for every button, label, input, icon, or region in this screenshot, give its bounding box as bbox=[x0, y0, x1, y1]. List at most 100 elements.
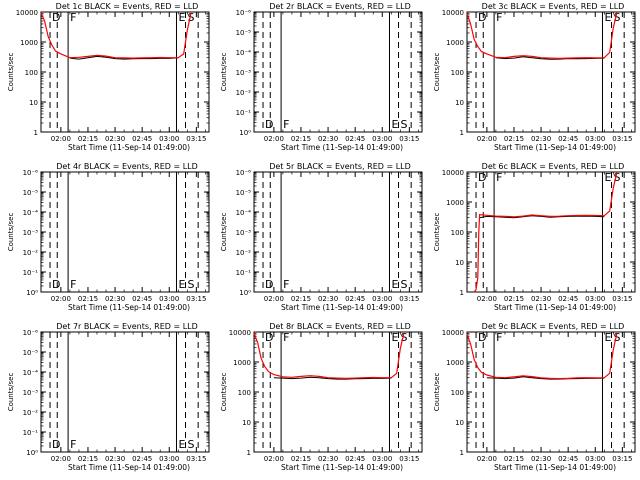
y-tick-label: 100 bbox=[451, 389, 464, 397]
x-tick-label: 03:00 bbox=[585, 135, 605, 143]
x-axis-label: Start Time (11-Sep-14 01:49:00) bbox=[281, 463, 403, 472]
detector-panel: Det 2r BLACK = Events, RED = LLD 10⁰ 10⁻¹ 1… bbox=[220, 2, 423, 152]
panel-title: Det 9c BLACK = Events, RED = LLD bbox=[482, 322, 625, 331]
y-tick-label: 1 bbox=[460, 289, 464, 297]
event-marker-label: F bbox=[70, 438, 76, 451]
x-axis-label: Start Time (11-Sep-14 01:49:00) bbox=[494, 143, 616, 152]
y-tick-label: 10⁻³ bbox=[236, 229, 252, 237]
x-tick-label: 02:30 bbox=[105, 135, 125, 143]
x-axis-label: Start Time (11-Sep-14 01:49:00) bbox=[494, 303, 616, 312]
x-axis-label: Start Time (11-Sep-14 01:49:00) bbox=[68, 463, 190, 472]
y-tick-label: 100 bbox=[25, 69, 38, 77]
x-tick-label: 02:15 bbox=[504, 295, 524, 303]
y-tick-label: 10000 bbox=[442, 329, 464, 337]
x-tick-label: 02:30 bbox=[318, 295, 338, 303]
lld-series-line bbox=[473, 172, 618, 293]
detector-panel: Det 1c BLACK = Events, RED = LLD 1 10 100 10… bbox=[7, 2, 210, 152]
x-tick-label: 02:30 bbox=[105, 295, 125, 303]
events-series-line bbox=[486, 376, 605, 380]
event-marker-label: E bbox=[178, 11, 185, 24]
lld-series-line bbox=[40, 13, 192, 59]
event-marker-label: D bbox=[265, 278, 273, 291]
event-marker-label: E bbox=[604, 171, 611, 184]
y-tick-label: 10⁰ bbox=[26, 449, 38, 457]
y-tick-label: 10⁻⁶ bbox=[236, 169, 252, 177]
panel-title: Det 4r BLACK = Events, RED = LLD bbox=[56, 162, 198, 171]
event-marker-label: D bbox=[52, 438, 60, 451]
x-tick-label: 02:15 bbox=[291, 455, 311, 463]
y-tick-label: 10⁻³ bbox=[23, 389, 39, 397]
y-tick-label: 10⁻⁴ bbox=[23, 209, 39, 217]
detector-panel: Det 7r BLACK = Events, RED = LLD 10⁰ 10⁻¹ 1… bbox=[7, 322, 210, 472]
x-axis-label: Start Time (11-Sep-14 01:49:00) bbox=[68, 143, 190, 152]
event-marker-label: S bbox=[614, 331, 621, 344]
detector-panel: Det 6c BLACK = Events, RED = LLD 1 10 100 10… bbox=[433, 162, 636, 312]
y-tick-label: 10⁻² bbox=[23, 409, 39, 417]
x-tick-label: 03:00 bbox=[159, 295, 179, 303]
y-tick-label: 1 bbox=[460, 129, 464, 137]
panel-title: Det 5r BLACK = Events, RED = LLD bbox=[269, 162, 411, 171]
x-tick-label: 03:15 bbox=[186, 295, 206, 303]
detector-panel: Det 3c BLACK = Events, RED = LLD 1 10 100 10… bbox=[433, 2, 636, 152]
x-tick-label: 02:45 bbox=[345, 455, 365, 463]
event-marker-label: E bbox=[391, 331, 398, 344]
x-tick-label: 02:00 bbox=[264, 455, 284, 463]
detector-panel: Det 4r BLACK = Events, RED = LLD 10⁰ 10⁻¹ 1… bbox=[7, 162, 210, 312]
y-tick-label: 1000 bbox=[20, 39, 38, 47]
x-tick-label: 03:15 bbox=[186, 455, 206, 463]
x-tick-label: 03:15 bbox=[612, 135, 632, 143]
x-tick-label: 03:00 bbox=[159, 135, 179, 143]
y-tick-label: 10⁻⁴ bbox=[236, 49, 252, 57]
y-tick-label: 10 bbox=[455, 99, 464, 107]
x-tick-label: 03:15 bbox=[399, 455, 419, 463]
event-marker-label: E bbox=[391, 118, 398, 131]
x-tick-label: 02:15 bbox=[291, 135, 311, 143]
event-marker-label: S bbox=[188, 438, 195, 451]
event-marker-label: E bbox=[391, 278, 398, 291]
event-marker-label: D bbox=[265, 118, 273, 131]
event-marker-label: S bbox=[188, 11, 195, 24]
y-tick-label: 1 bbox=[34, 129, 38, 137]
x-tick-label: 02:00 bbox=[264, 295, 284, 303]
x-tick-label: 03:00 bbox=[585, 295, 605, 303]
event-marker-label: E bbox=[178, 438, 185, 451]
x-tick-label: 03:00 bbox=[159, 455, 179, 463]
x-tick-label: 02:00 bbox=[477, 295, 497, 303]
y-tick-label: 10⁻⁶ bbox=[23, 329, 39, 337]
event-marker-label: E bbox=[178, 278, 185, 291]
x-axis-label: Start Time (11-Sep-14 01:49:00) bbox=[281, 143, 403, 152]
panel-title: Det 8r BLACK = Events, RED = LLD bbox=[269, 322, 411, 331]
event-marker-label: D bbox=[52, 278, 60, 291]
x-tick-label: 02:30 bbox=[531, 295, 551, 303]
y-tick-label: 10 bbox=[242, 419, 251, 427]
y-tick-label: 10⁻¹ bbox=[236, 109, 252, 117]
y-tick-label: 10⁻³ bbox=[23, 229, 39, 237]
y-tick-label: 10⁻² bbox=[236, 89, 252, 97]
event-marker-label: D bbox=[265, 331, 273, 344]
y-axis-label: Counts/sec bbox=[7, 373, 15, 412]
x-tick-label: 02:00 bbox=[51, 135, 71, 143]
lld-series-line bbox=[466, 12, 618, 60]
y-tick-label: 100 bbox=[451, 69, 464, 77]
x-tick-label: 02:45 bbox=[132, 295, 152, 303]
event-marker-label: F bbox=[283, 331, 289, 344]
y-tick-label: 10⁻⁶ bbox=[236, 9, 252, 17]
y-tick-label: 10⁻⁵ bbox=[236, 189, 252, 197]
detector-panel: Det 8r BLACK = Events, RED = LLD 1 10 100 10… bbox=[220, 322, 423, 472]
event-marker-label: S bbox=[614, 171, 621, 184]
x-tick-label: 03:15 bbox=[186, 135, 206, 143]
event-marker-label: S bbox=[614, 11, 621, 24]
x-tick-label: 02:45 bbox=[132, 135, 152, 143]
events-series-line bbox=[69, 55, 179, 60]
y-tick-label: 1000 bbox=[446, 359, 464, 367]
event-marker-label: D bbox=[478, 11, 486, 24]
y-tick-label: 10⁻⁴ bbox=[236, 209, 252, 217]
x-tick-label: 03:15 bbox=[612, 455, 632, 463]
x-tick-label: 02:00 bbox=[477, 135, 497, 143]
y-tick-label: 10⁰ bbox=[239, 289, 251, 297]
event-marker-label: F bbox=[283, 278, 289, 291]
event-marker-label: F bbox=[70, 278, 76, 291]
x-tick-label: 02:00 bbox=[51, 455, 71, 463]
y-axis-label: Counts/sec bbox=[220, 373, 228, 412]
x-tick-label: 02:15 bbox=[78, 455, 98, 463]
